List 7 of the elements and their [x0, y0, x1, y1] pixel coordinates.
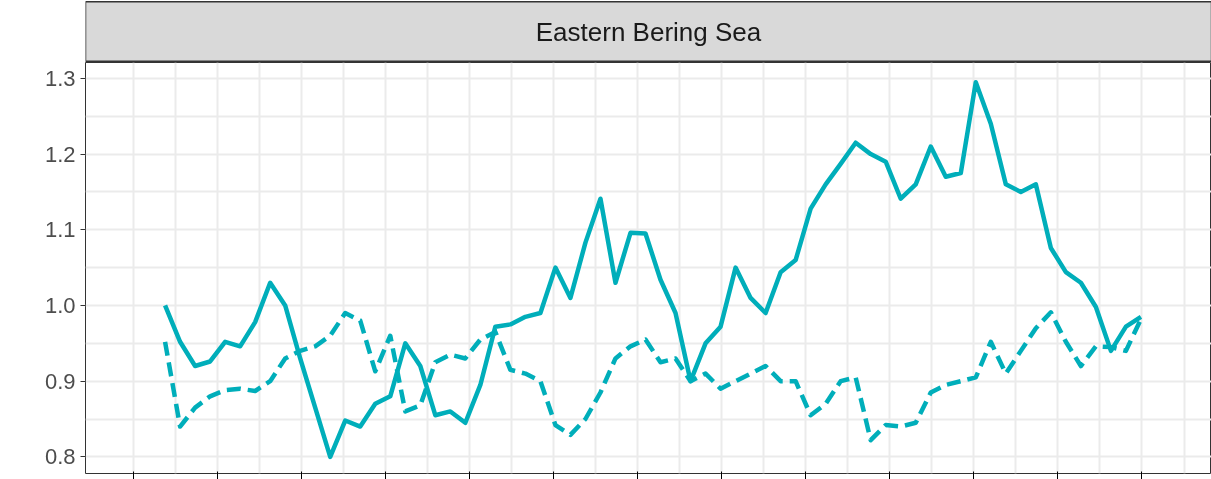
y-tick-label: 1.3 — [44, 65, 76, 91]
y-tick-label: 0.8 — [44, 444, 76, 470]
y-tick-label: 1.1 — [44, 217, 76, 243]
y-tick-label: 1.2 — [44, 141, 76, 167]
y-tick-label: 0.9 — [44, 368, 76, 394]
chart-title: Eastern Bering Sea — [535, 16, 762, 47]
y-tick-label: 1.0 — [44, 292, 76, 318]
